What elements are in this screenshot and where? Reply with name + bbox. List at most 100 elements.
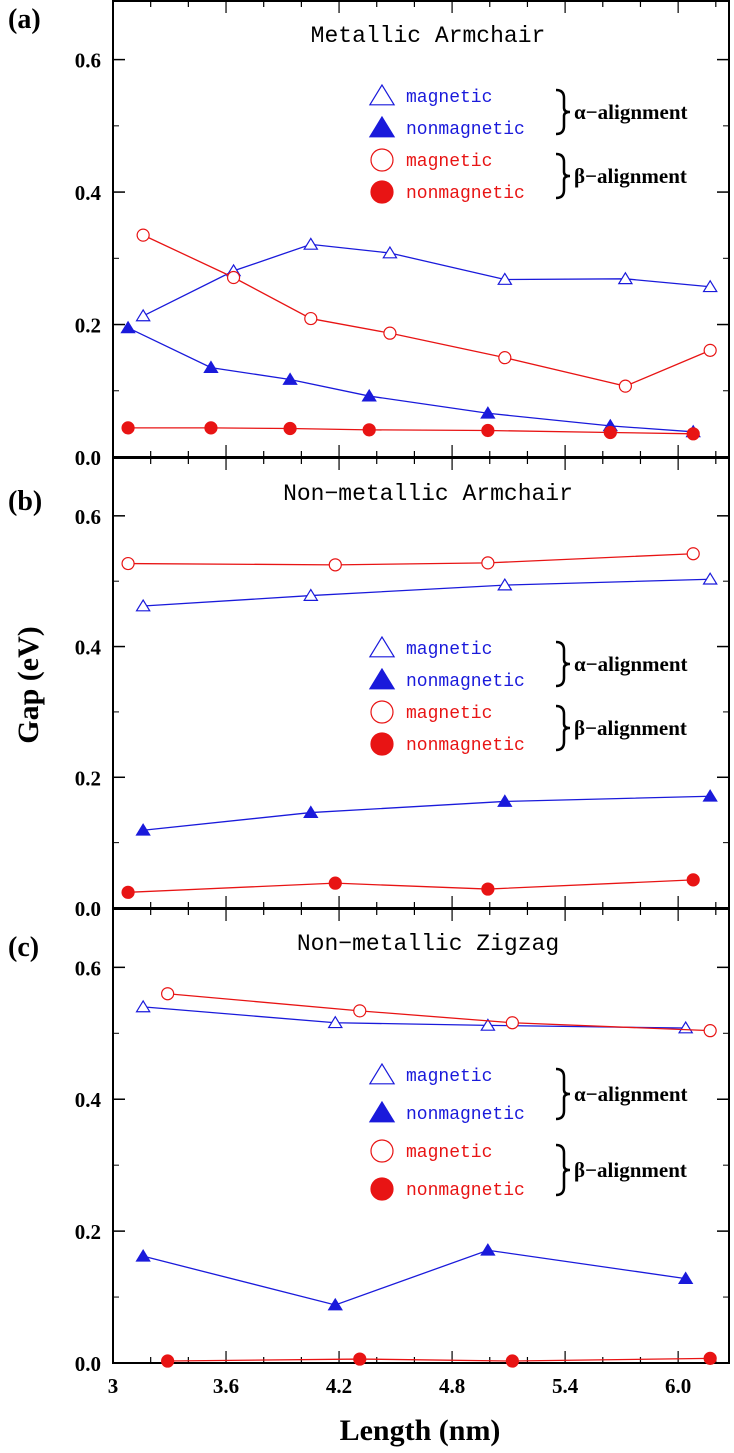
legend-marker bbox=[370, 148, 394, 172]
data-point bbox=[703, 1024, 717, 1038]
legend-brace bbox=[555, 152, 571, 200]
legend-brace bbox=[555, 1067, 571, 1121]
y-tick-label: 0.2 bbox=[75, 1220, 101, 1244]
legend-group-label: α−alignment bbox=[574, 100, 688, 124]
data-point bbox=[505, 1016, 519, 1030]
legend-label: nonmagnetic bbox=[406, 1181, 525, 1201]
series-line bbox=[127, 327, 694, 433]
y-tick-label: 0.6 bbox=[75, 49, 101, 73]
legend: magnetic nonmagnetic magnetic nonmagnetic α−… bbox=[368, 635, 688, 756]
series-circle-open bbox=[161, 987, 717, 1038]
y-tick-label: 0.0 bbox=[75, 1352, 101, 1376]
data-point bbox=[353, 1352, 367, 1366]
data-point bbox=[303, 588, 319, 601]
legend-group-label: α−alignment bbox=[574, 652, 688, 676]
legend-marker bbox=[368, 1100, 396, 1123]
series-line bbox=[128, 879, 694, 893]
legend-marker bbox=[370, 180, 394, 204]
data-point bbox=[480, 1243, 496, 1256]
data-point bbox=[702, 572, 718, 585]
legend-label: magnetic bbox=[406, 88, 492, 108]
series-circle-filled bbox=[121, 421, 700, 441]
data-point bbox=[327, 1297, 343, 1311]
data-point bbox=[703, 343, 717, 357]
x-tick-label: 5.4 bbox=[552, 1374, 579, 1398]
legend-label: nonmagnetic bbox=[406, 184, 525, 204]
legend-marker bbox=[370, 700, 394, 724]
legend-group-label: β−alignment bbox=[574, 716, 687, 740]
data-point bbox=[161, 987, 175, 1001]
x-tick-label: 4.2 bbox=[326, 1374, 352, 1398]
series-triangle-filled bbox=[135, 1243, 694, 1311]
data-point bbox=[686, 547, 700, 561]
panel-title: Metallic Armchair bbox=[311, 23, 546, 49]
data-point bbox=[303, 237, 319, 250]
panel-label: (b) bbox=[8, 486, 42, 517]
series-line bbox=[167, 993, 711, 1032]
panel-label: (c) bbox=[8, 932, 39, 963]
series-triangle-open bbox=[135, 999, 694, 1034]
series-line bbox=[142, 1249, 686, 1306]
x-tick-label: 3 bbox=[108, 1374, 119, 1398]
y-tick-label: 0.2 bbox=[75, 766, 101, 790]
data-point bbox=[161, 1354, 175, 1368]
panel-a: 0.0 0.2 0.4 0.6 (a) Metallic Armchair magnetic… bbox=[8, 0, 730, 470]
data-point bbox=[303, 805, 319, 818]
legend-brace bbox=[555, 704, 571, 752]
legend-marker bbox=[368, 635, 396, 658]
legend-marker bbox=[368, 83, 396, 106]
legend-label: magnetic bbox=[406, 704, 492, 724]
legend-label: nonmagnetic bbox=[406, 736, 525, 756]
panel-title: Non−metallic Zigzag bbox=[297, 931, 559, 957]
data-point bbox=[135, 1249, 151, 1262]
series-line bbox=[143, 578, 711, 607]
data-point bbox=[603, 425, 617, 440]
legend-marker bbox=[368, 1062, 396, 1085]
data-point bbox=[362, 423, 376, 437]
x-tick-label: 3.6 bbox=[213, 1374, 239, 1398]
legend-marker bbox=[370, 1139, 394, 1163]
data-point bbox=[497, 272, 513, 285]
legend-brace bbox=[555, 1143, 571, 1197]
legend-marker bbox=[370, 732, 394, 756]
y-tick-label: 0.4 bbox=[75, 1088, 102, 1112]
data-point bbox=[204, 421, 218, 435]
y-tick-label: 0.6 bbox=[75, 956, 101, 980]
legend-label: nonmagnetic bbox=[406, 1105, 525, 1125]
data-point bbox=[618, 379, 632, 393]
legend: magnetic nonmagnetic magnetic nonmagnetic α−… bbox=[368, 1062, 688, 1201]
panel-label: (a) bbox=[8, 4, 41, 35]
legend-group-label: α−alignment bbox=[574, 1082, 688, 1106]
data-point bbox=[361, 388, 377, 402]
data-point bbox=[505, 1354, 519, 1368]
series-triangle-open bbox=[135, 572, 718, 612]
legend-brace bbox=[555, 640, 571, 688]
legend-marker bbox=[368, 115, 396, 138]
series-circle-open bbox=[121, 547, 700, 572]
legend-label: nonmagnetic bbox=[406, 120, 525, 140]
legend-label: nonmagnetic bbox=[406, 672, 525, 692]
series-triangle-open bbox=[135, 237, 718, 322]
data-point bbox=[203, 360, 219, 373]
data-point bbox=[121, 556, 135, 571]
y-tick-label: 0.4 bbox=[75, 181, 102, 205]
y-tick-label: 0.4 bbox=[75, 636, 102, 660]
series-circle-open bbox=[136, 228, 717, 393]
data-point bbox=[121, 421, 135, 435]
data-point bbox=[480, 1018, 496, 1031]
data-point bbox=[135, 308, 151, 322]
legend-label: magnetic bbox=[406, 152, 492, 172]
data-point bbox=[382, 245, 398, 259]
y-tick-label: 0.2 bbox=[75, 314, 101, 338]
x-tick-label: 6.0 bbox=[665, 1374, 691, 1398]
data-point bbox=[481, 556, 495, 570]
data-point bbox=[135, 598, 151, 612]
x-tick-label: 4.8 bbox=[439, 1374, 465, 1398]
panel-title: Non−metallic Armchair bbox=[283, 481, 573, 507]
legend-marker bbox=[370, 1177, 394, 1201]
data-point bbox=[702, 279, 718, 293]
data-point bbox=[686, 427, 700, 441]
series-line bbox=[128, 553, 694, 566]
data-point bbox=[703, 1351, 717, 1365]
legend-group-label: β−alignment bbox=[574, 1158, 687, 1182]
